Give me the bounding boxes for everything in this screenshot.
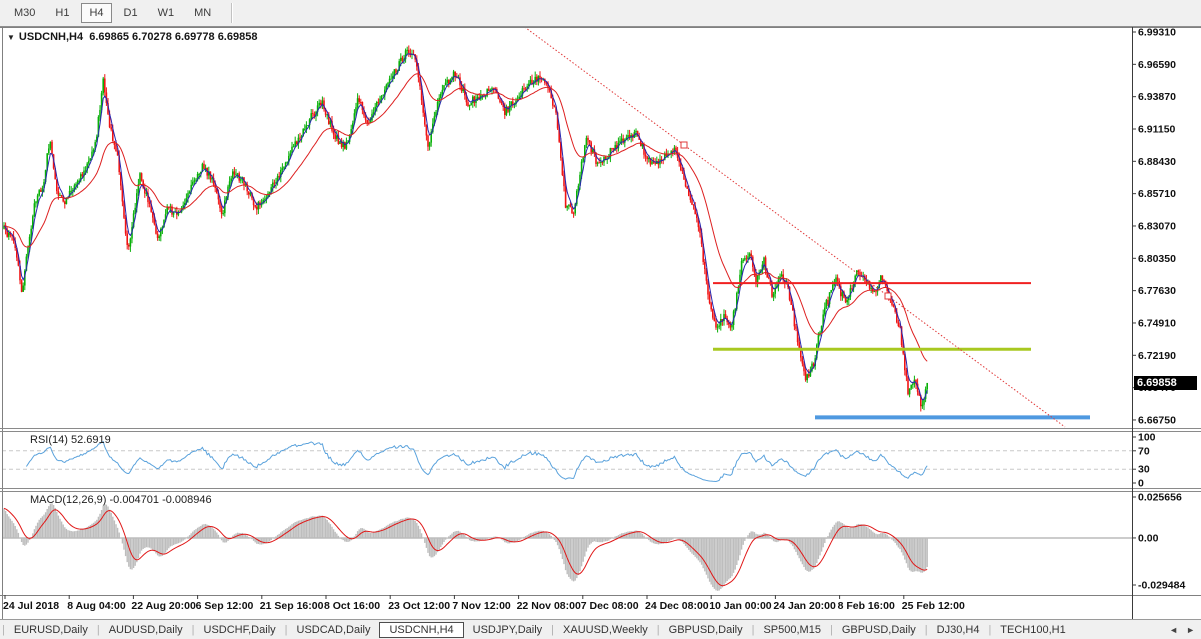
tab-separator: | [924,623,928,636]
rsi-name: RSI(14) [30,434,68,446]
toolbar-separator [231,3,234,23]
time-axis-label: 8 Feb 16:00 [838,600,895,612]
chart-tab-audusd-daily[interactable]: AUDUSD,Daily [108,623,183,636]
price-axis-tick: 6.91150 [1138,123,1176,135]
price-axis-tick: 6.96590 [1138,59,1176,71]
ma-fast-line [3,53,928,401]
price-axis-tick: 6.99310 [1138,27,1176,39]
chart-tabs-bar: | EURUSD,Daily | AUDUSD,Daily | USDCHF,Daily |… [0,619,1201,639]
macd-name: MACD(12,26,9) [30,494,107,506]
rsi-axis-tick: 0 [1138,478,1144,490]
price-axis-tick: 6.72190 [1138,350,1176,362]
timeframe-button-h1[interactable]: H1 [55,7,70,19]
trendline-anchor-marker-1[interactable] [884,292,892,300]
tab-separator: | [829,623,833,636]
time-axis-label: 24 Jan 20:00 [773,600,836,612]
time-axis-label: 24 Dec 08:00 [645,600,709,612]
price-chart-canvas[interactable]: 6.99310 6.96590 6.93870 6.91150 6.88430 6.857… [0,27,1201,619]
timeframe-button-mn[interactable]: MN [194,7,212,19]
ma-slow-line [3,73,928,362]
chart-tab-gbpusd-daily[interactable]: GBPUSD,Daily [668,623,743,636]
time-axis-label: 8 Oct 16:00 [324,600,380,612]
chart-tab-usdjpy-daily[interactable]: USDJPY,Daily [472,623,543,636]
chart-tab-usdcad-daily[interactable]: USDCAD,Daily [296,623,371,636]
price-axis-tick: 6.66750 [1138,414,1176,426]
tab-scroll-left-icon[interactable]: ◄ [1169,624,1179,635]
tab-separator: | [656,623,660,636]
tab-scroll-right-icon[interactable]: ► [1186,624,1195,635]
tab-separator: | [551,623,555,636]
timeframe-button-d1[interactable]: D1 [123,7,138,19]
chart-window: 6.99310 6.96590 6.93870 6.91150 6.88430 6.857… [0,27,1201,619]
chart-tab-usdcnh-h4[interactable]: USDCNH,H4 [379,621,464,638]
tab-separator: | [2,623,5,636]
time-axis-label: 21 Sep 16:00 [260,600,324,612]
chart-tab-gbpusd-daily[interactable]: GBPUSD,Daily [841,623,916,636]
macd-values: -0.004701 -0.008946 [109,494,212,506]
price-axis-tick: 6.88430 [1138,156,1176,168]
timeframe-button-h4[interactable]: H4 [81,3,112,23]
chart-title-quotes: 6.69865 6.70278 6.69778 6.69858 [89,31,258,43]
macd-axis-tick: 0.025656 [1138,492,1182,504]
tab-separator: | [284,623,288,636]
rsi-value: 52.6919 [70,434,111,446]
trendline-anchor-marker-0[interactable] [680,141,688,149]
tab-separator: | [96,623,100,636]
time-axis-label: 22 Aug 20:00 [131,600,196,612]
chart-tab-sp500-m15[interactable]: SP500,M15 [763,623,821,636]
tab-scroll-controls: ◄ ► [1169,625,1201,635]
price-axis-tick: 6.85710 [1138,188,1176,200]
time-axis-label: 7 Nov 12:00 [452,600,511,612]
time-axis-label: 10 Jan 00:00 [709,600,772,612]
rsi-line [25,440,928,482]
macd-signal-line [3,507,928,587]
rsi-axis-tick: 30 [1138,464,1150,476]
time-axis-label: 25 Feb 12:00 [902,600,965,612]
chart-title-symbol: USDCNH,H4 [18,31,84,43]
rsi-axis-tick: 100 [1138,432,1156,444]
current-price-badge: 6.69858 [1134,376,1197,390]
time-axis-label: 23 Oct 12:00 [388,600,450,612]
time-axis-label: 6 Sep 12:00 [196,600,254,612]
chart-tab-xauusd-weekly[interactable]: XAUUSD,Weekly [563,623,648,636]
macd-axis-tick: 0.00 [1138,532,1159,544]
chart-tab-tech100-h1[interactable]: TECH100,H1 [1000,623,1066,636]
time-axis-label: 22 Nov 08:00 [517,600,581,612]
price-axis-tick: 6.74910 [1138,317,1176,329]
timeframe-button-w1[interactable]: W1 [157,7,175,19]
tab-separator: | [988,623,992,636]
candlestick-series [3,45,928,412]
timeframe-toolbar: M30 H1 H4 D1 W1 MN [0,0,1201,27]
tab-separator: | [191,623,195,636]
chart-tab-dj30-h4[interactable]: DJ30,H4 [936,623,980,636]
chart-tab-eurusd-daily[interactable]: EURUSD,Daily [13,623,88,636]
time-axis-label: 24 Jul 2018 [3,600,59,612]
macd-axis-tick: -0.029484 [1138,580,1185,592]
time-axis-label: 7 Dec 08:00 [581,600,639,612]
macd-histogram [2,503,1132,591]
chart-title: ▼ USDCNH,H4 6.69865 6.70278 6.69778 6.698… [7,31,257,43]
price-axis-tick: 6.80350 [1138,253,1176,265]
rsi-label: RSI(14) 52.6919 [30,434,111,446]
descending-trendline[interactable] [524,27,1066,428]
chart-title-collapse-icon[interactable]: ▼ [7,33,15,42]
tab-separator: | [751,623,755,636]
macd-label: MACD(12,26,9) -0.004701 -0.008946 [30,494,212,506]
rsi-axis-tick: 70 [1138,445,1150,457]
price-axis-tick: 6.83070 [1138,220,1176,232]
chart-tab-usdchf-daily[interactable]: USDCHF,Daily [203,623,276,636]
time-axis-label: 8 Aug 04:00 [67,600,126,612]
price-axis-tick: 6.77630 [1138,285,1176,297]
price-axis-tick: 6.93870 [1138,91,1176,103]
timeframe-button-m30[interactable]: M30 [14,7,36,19]
